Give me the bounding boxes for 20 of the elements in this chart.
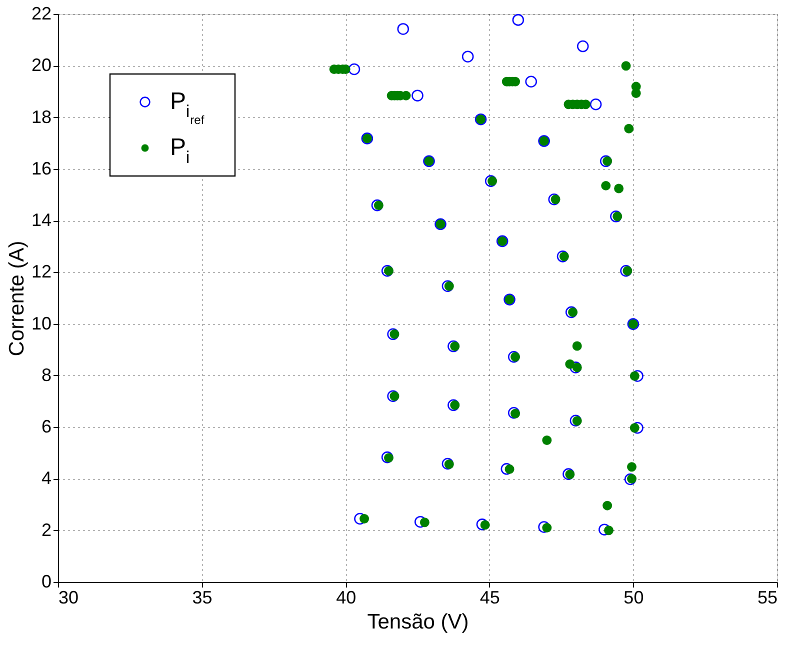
y-axis-title: Corrente (A) [5, 240, 28, 356]
y-tick-label: 16 [31, 158, 52, 178]
x-tick-label: 30 [58, 588, 79, 608]
y-tick-label: 14 [31, 210, 52, 230]
y-tick-label: 10 [31, 313, 52, 334]
y-tick-label: 2 [41, 520, 52, 540]
x-axis-title: Tensão (V) [367, 610, 469, 634]
x-tick-label: 50 [624, 588, 644, 608]
x-tick-label: 40 [336, 588, 356, 608]
y-tick-label: 4 [41, 468, 52, 488]
y-tick-label: 6 [41, 416, 52, 437]
y-tick-label: 22 [31, 4, 52, 24]
y-tick-label: 8 [41, 364, 52, 385]
x-tick-label: 35 [192, 588, 212, 608]
x-tick-label: 45 [480, 588, 500, 608]
y-tick-label: 18 [31, 106, 52, 127]
y-tick-label: 20 [31, 55, 52, 76]
y-tick-label: 0 [41, 572, 52, 592]
x-tick-label: 55 [757, 588, 778, 608]
y-tick-label: 12 [31, 262, 52, 282]
